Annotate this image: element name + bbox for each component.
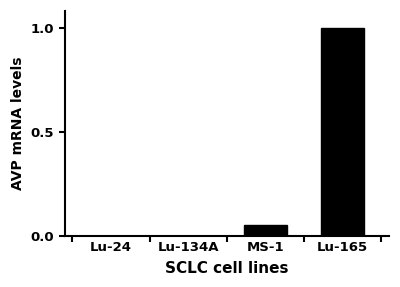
X-axis label: SCLC cell lines: SCLC cell lines xyxy=(165,261,288,276)
Bar xyxy=(321,28,364,236)
Y-axis label: AVP mRNA levels: AVP mRNA levels xyxy=(11,57,25,190)
Bar xyxy=(244,225,287,236)
